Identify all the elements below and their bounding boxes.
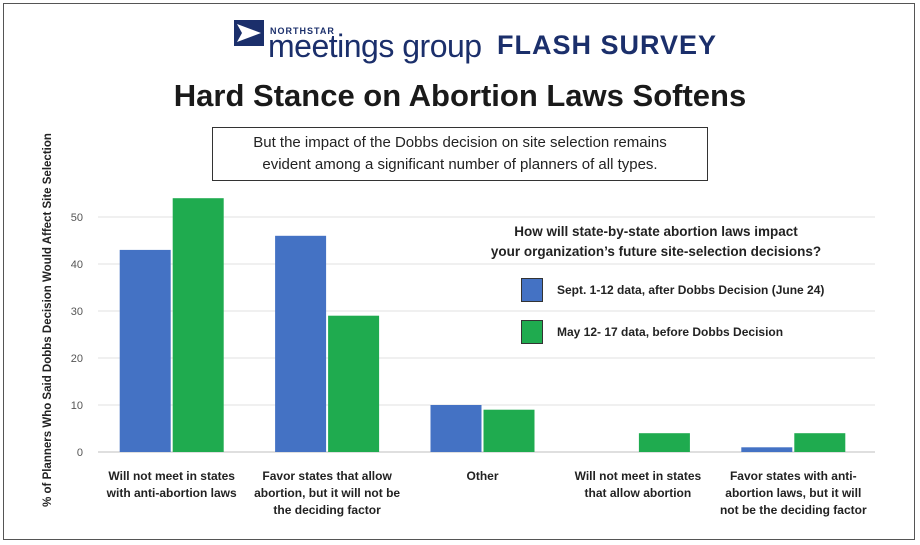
x-category-label-line: Favor states that allow bbox=[262, 469, 392, 483]
legend-question-line-1: How will state-by-state abortion laws im… bbox=[514, 224, 798, 239]
x-category-label-line: with anti-abortion laws bbox=[106, 486, 237, 500]
bar-may-2 bbox=[483, 409, 535, 452]
y-tick-label: 0 bbox=[77, 447, 83, 459]
bar-sept-1 bbox=[275, 235, 327, 452]
callout-line-2: evident among a significant number of pl… bbox=[262, 156, 658, 173]
x-category-label: Favor states that allow abortion, but it … bbox=[252, 468, 402, 519]
x-category-label: Favor states with anti-abortion laws, bu… bbox=[718, 468, 868, 519]
logo-small-text: NORTHSTAR bbox=[270, 26, 335, 36]
legend-question-line-2: your organization’s future site-selectio… bbox=[490, 244, 822, 259]
bar-may-0 bbox=[172, 198, 224, 452]
callout-line-1: But the impact of the Dobbs decision on … bbox=[253, 134, 667, 151]
bar-sept-2 bbox=[430, 405, 482, 452]
bar-may-1 bbox=[328, 315, 380, 452]
x-category-label-line: Favor states with anti- bbox=[729, 469, 857, 483]
callout-box: But the impact of the Dobbs decision on … bbox=[212, 127, 708, 181]
x-category-label: Other bbox=[408, 468, 558, 485]
legend-question: How will state-by-state abortion laws im… bbox=[456, 222, 856, 262]
flash-survey-badge: FLASH SURVEY bbox=[497, 30, 718, 60]
y-tick-label: 20 bbox=[71, 353, 83, 365]
x-category-label-line: abortion, but it will not be bbox=[254, 486, 401, 500]
x-category-label-line: Other bbox=[466, 469, 499, 483]
x-category-label-line: Will not meet in states bbox=[108, 469, 235, 483]
x-category-label-line: the deciding factor bbox=[273, 503, 381, 517]
y-tick-label: 50 bbox=[71, 212, 83, 224]
x-category-label-line: abortion laws, but it will bbox=[725, 486, 862, 500]
bar-may-3 bbox=[638, 433, 690, 452]
bar-sept-0 bbox=[119, 249, 171, 452]
x-category-label-line: Will not meet in states bbox=[574, 469, 702, 483]
legend-swatch-may bbox=[521, 320, 543, 344]
header: NORTHSTAR meetings group FLASH SURVEY bbox=[0, 8, 920, 68]
logo-text: meetings group bbox=[268, 28, 482, 64]
chart-title: Hard Stance on Abortion Laws Softens bbox=[173, 78, 747, 113]
legend-swatch-sept bbox=[521, 278, 543, 302]
x-category-label-line: that allow abortion bbox=[584, 486, 692, 500]
y-tick-label: 30 bbox=[71, 306, 83, 318]
y-tick-label: 10 bbox=[71, 400, 83, 412]
x-category-label: Will not meet in states with anti-abortio… bbox=[97, 468, 247, 502]
bar-sept-4 bbox=[741, 447, 793, 452]
northstar-logo-icon bbox=[234, 20, 264, 46]
legend-label-sept: Sept. 1-12 data, after Dobbs Decision (J… bbox=[557, 283, 825, 297]
x-category-label-line: not be the deciding factor bbox=[719, 503, 867, 517]
legend-label-may: May 12- 17 data, before Dobbs Decision bbox=[557, 325, 784, 339]
x-category-label: Will not meet in states that allow aborti… bbox=[563, 468, 713, 502]
y-tick-label: 40 bbox=[71, 259, 83, 271]
bar-may-4 bbox=[794, 433, 846, 452]
